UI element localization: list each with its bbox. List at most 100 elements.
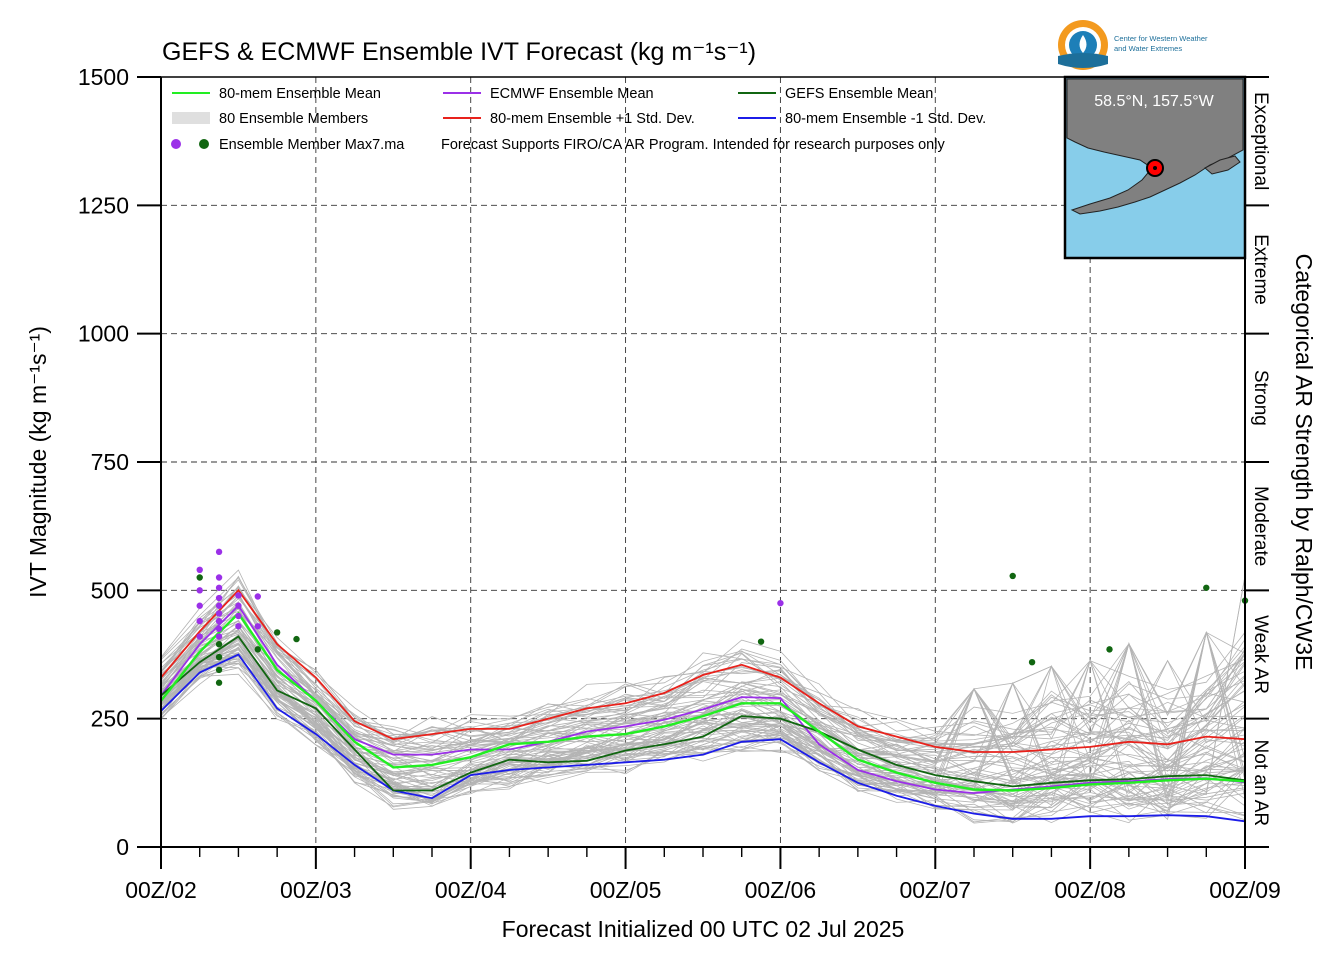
ensemble-member-line: [160, 586, 1246, 752]
legend-label: 80-mem Ensemble -1 Std. Dev.: [785, 111, 986, 127]
category-label: Exceptional: [1250, 92, 1271, 190]
ensemble-member-line: [160, 587, 1246, 738]
max-point-gefs: [215, 641, 223, 648]
y-tick-label: 750: [91, 449, 129, 475]
y-tick-label: 1500: [78, 64, 129, 90]
logo-text: and Water Extremes: [1114, 44, 1182, 53]
ensemble-member-line: [160, 606, 1246, 763]
ensemble-member-line: [160, 595, 1246, 745]
max-point-gefs: [215, 653, 223, 661]
max-point-ecmwf: [235, 612, 242, 620]
water-drop-icon: [1079, 35, 1087, 53]
y-tick-labels: 0 250 500 750 1000 1250 1500: [78, 64, 129, 860]
series-lines: [160, 588, 1246, 823]
ensemble-member-line: [160, 667, 1246, 823]
right-axis-label: Categorical AR Strength by Ralph/CW3E: [1291, 254, 1317, 671]
x-axis-label: Forecast Initialized 00 UTC 02 Jul 2025: [502, 916, 905, 942]
y-tick-label: 0: [116, 834, 129, 860]
max-point-ecmwf: [196, 566, 203, 573]
series-line: [160, 588, 1246, 753]
x-tick-label: 00Z/09: [1209, 877, 1281, 903]
max-point-gefs: [1009, 572, 1016, 580]
max-point-ecmwf: [215, 574, 223, 581]
ensemble-member-line: [160, 601, 1246, 750]
ar-category-labels: Not an AR Weak AR Moderate Strong Extreme Exc…: [1250, 92, 1271, 826]
y-tick-label: 250: [91, 706, 129, 732]
max-point-gefs: [273, 629, 281, 636]
ensemble-member-line: [160, 632, 1246, 805]
ensemble-member-line: [160, 595, 1246, 764]
y-tick-label: 1000: [78, 321, 129, 347]
ensemble-member-line: [160, 569, 1246, 739]
ensemble-member-line: [160, 630, 1246, 773]
max-point-ecmwf: [196, 587, 203, 594]
x-tick-label: 00Z/05: [590, 877, 662, 903]
ensemble-member-line: [160, 666, 1246, 807]
inset-island: [1204, 155, 1241, 175]
legend-label: 80-mem Ensemble +1 Std. Dev.: [490, 111, 695, 127]
max-point-gefs: [215, 666, 223, 674]
ensemble-member-line: [160, 611, 1246, 744]
ensemble-member-line: [160, 644, 1246, 806]
max-point-ecmwf: [254, 623, 261, 630]
legend: 80-mem Ensemble Mean ECMWF Ensemble Mean G…: [171, 86, 986, 153]
max-point-ecmwf: [215, 594, 223, 602]
x-tick-label: 00Z/08: [1054, 877, 1126, 903]
x-tick-label: 00Z/07: [899, 877, 971, 903]
max-point-ecmwf: [215, 602, 223, 609]
ensemble-member-line: [160, 619, 1246, 763]
chart-title: GEFS & ECMWF Ensemble IVT Forecast (kg m…: [162, 38, 756, 66]
max-point-gefs: [757, 638, 765, 645]
legend-dot-purple: [171, 139, 181, 149]
inset-location-label: 58.5°N, 157.5°W: [1094, 93, 1214, 110]
x-tick-label: 00Z/06: [745, 877, 817, 903]
ensemble-member-line: [160, 638, 1246, 788]
location-marker-center: [1153, 166, 1157, 170]
legend-label: ECMWF Ensemble Mean: [490, 86, 654, 102]
series-line: [160, 635, 1246, 792]
x-tick-label: 00Z/02: [125, 877, 197, 903]
max-point-gefs: [1203, 584, 1210, 591]
ensemble-member-line: [160, 654, 1246, 824]
max-point-gefs: [1028, 659, 1036, 666]
max-point-ecmwf: [215, 617, 223, 625]
max-point-ecmwf: [254, 593, 261, 600]
max-point-ecmwf: [235, 592, 242, 599]
legend-label: 80-mem Ensemble Mean: [219, 86, 381, 102]
ensemble-member-line: [160, 649, 1246, 805]
ensemble-member-line: [160, 642, 1246, 785]
legend-dot-green: [199, 139, 209, 149]
max-point-ecmwf: [196, 617, 203, 625]
max-point-ecmwf: [215, 548, 223, 556]
logo-text: Center for Western Weather: [1114, 34, 1208, 43]
x-tick-label: 00Z/03: [280, 877, 352, 903]
x-tick-labels: 00Z/02 00Z/03 00Z/04 00Z/05 00Z/06 00Z/07 00Z/…: [125, 877, 1281, 903]
max-point-ecmwf: [196, 602, 203, 609]
max-point-ecmwf: [215, 610, 223, 617]
max-point-ecmwf: [235, 623, 242, 630]
max-point-ecmwf: [235, 602, 242, 609]
ensemble-member-line: [160, 585, 1246, 747]
series-line: [160, 653, 1246, 823]
axes: [137, 76, 1269, 869]
ensemble-member-line: [160, 636, 1246, 791]
category-label: Strong: [1250, 370, 1271, 426]
legend-label: Ensemble Member Max7.ma: [219, 137, 405, 153]
max-point-gefs: [215, 679, 223, 686]
max-point-ecmwf: [777, 599, 784, 607]
legend-label: GEFS Ensemble Mean: [785, 86, 933, 102]
max-point-gefs: [1106, 646, 1113, 653]
ensemble-member-line: [160, 575, 1246, 744]
y-axis-label: IVT Magnitude (kg m⁻¹s⁻¹): [25, 326, 51, 598]
ensemble-member-line: [160, 592, 1246, 752]
x-tick-label: 00Z/04: [435, 877, 507, 903]
logo-wave: [1058, 53, 1108, 68]
series-line: [160, 611, 1246, 792]
category-label: Weak AR: [1250, 615, 1271, 694]
max-points: [196, 548, 1249, 686]
ensemble-member-line: [160, 662, 1246, 816]
ensemble-member-line: [160, 613, 1246, 764]
max-point-gefs: [293, 635, 300, 643]
